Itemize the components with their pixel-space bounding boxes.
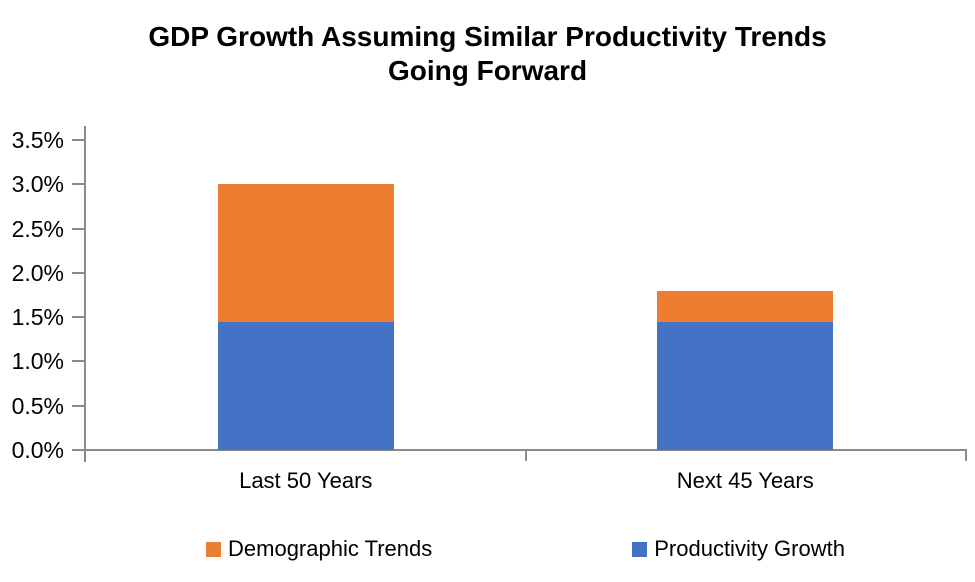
y-axis-line <box>84 126 86 462</box>
x-axis-divider-tick <box>524 450 527 461</box>
bar-segment-demographic-trends <box>217 184 394 322</box>
y-tick-mark <box>72 183 84 186</box>
y-tick-label: 0.5% <box>11 392 64 419</box>
chart-title: GDP Growth Assuming Similar Productivity… <box>0 20 975 88</box>
x-category-label: Last 50 Years <box>239 468 373 493</box>
x-axis-line <box>86 449 967 451</box>
y-tick-label: 3.0% <box>11 171 64 198</box>
chart-title-line1: GDP Growth Assuming Similar Productivity… <box>148 21 827 52</box>
bar-segment-productivity-growth <box>657 321 834 450</box>
x-category-label: Next 45 Years <box>676 468 814 493</box>
y-tick-mark <box>72 271 84 274</box>
legend-label: Demographic Trends <box>228 536 433 561</box>
y-tick-label: 0.0% <box>11 437 64 463</box>
legend-swatch-icon <box>206 541 222 557</box>
y-tick-mark <box>72 227 84 230</box>
bar-segment-productivity-growth <box>217 321 394 450</box>
y-tick-mark <box>72 404 84 407</box>
y-tick-label: 1.5% <box>11 304 64 331</box>
legend-item-productivity-growth: Productivity Growth <box>632 537 845 561</box>
legend-swatch-icon <box>632 541 648 557</box>
legend-label: Productivity Growth <box>654 536 845 561</box>
y-tick-mark <box>72 316 84 319</box>
chart-title-line2: Going Forward <box>387 55 588 86</box>
x-axis-end-tick <box>965 450 967 461</box>
y-tick-mark <box>72 449 84 451</box>
y-tick-label: 3.5% <box>11 127 64 153</box>
bar-segment-demographic-trends <box>657 290 834 322</box>
y-tick-label: 1.0% <box>11 348 64 375</box>
legend: Demographic Trends Productivity Growth <box>86 537 965 561</box>
y-tick-label: 2.5% <box>11 215 64 242</box>
y-tick-label: 2.0% <box>11 259 64 286</box>
y-tick-mark <box>72 360 84 363</box>
legend-item-demographic-trends: Demographic Trends <box>206 537 432 561</box>
y-tick-mark <box>72 139 84 141</box>
